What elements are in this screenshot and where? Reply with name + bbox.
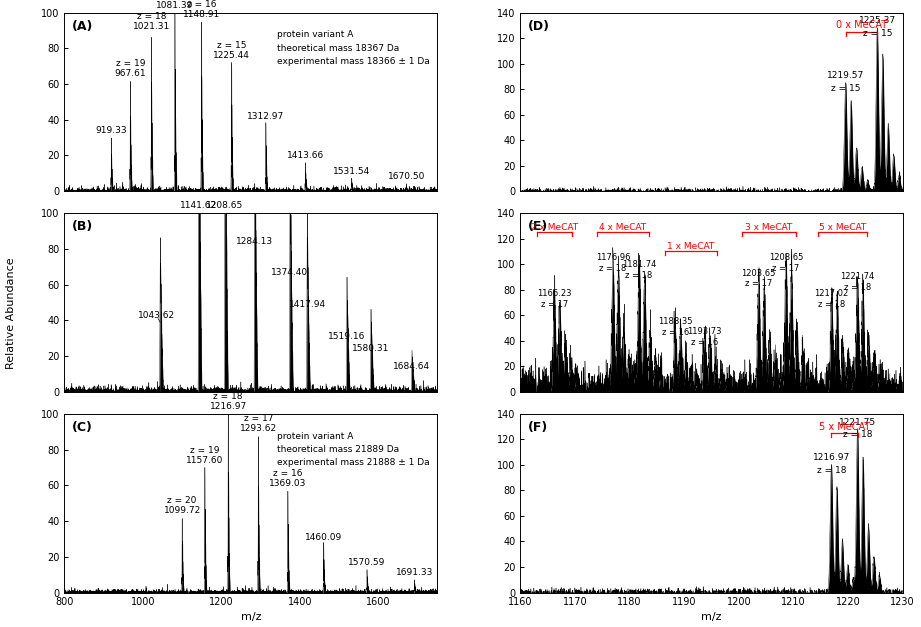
Text: 5 x MeCAT: 5 x MeCAT [819,423,870,433]
Text: 1157.60: 1157.60 [186,456,224,465]
Text: 1193.73: 1193.73 [687,327,722,336]
Text: 1691.33: 1691.33 [396,568,433,577]
Text: (B): (B) [72,220,93,233]
Text: 1284.13: 1284.13 [236,237,274,246]
Text: z = 17: z = 17 [773,264,799,273]
Text: 1141.62: 1141.62 [180,201,217,211]
Text: 967.61: 967.61 [114,69,146,78]
Text: 0 x MeCAT: 0 x MeCAT [836,21,887,30]
Text: 4 x MeCAT: 4 x MeCAT [600,223,647,232]
Text: 2 x MeCAT: 2 x MeCAT [530,223,578,232]
Text: 1670.50: 1670.50 [388,172,425,181]
Text: 1460.09: 1460.09 [305,532,343,542]
Text: z = 20: z = 20 [168,496,197,505]
Text: (F): (F) [528,421,548,434]
Text: z = 19: z = 19 [115,59,145,68]
Text: z = 18: z = 18 [600,264,626,273]
X-axis label: m/z: m/z [240,611,262,621]
Text: Relative Abundance: Relative Abundance [6,258,16,369]
Text: (E): (E) [528,220,548,233]
Text: 1369.03: 1369.03 [269,479,307,488]
Text: 1570.59: 1570.59 [348,557,386,567]
Text: z = 17: z = 17 [541,300,568,309]
Text: z = 18: z = 18 [818,300,845,309]
Text: 1219.57: 1219.57 [827,71,864,80]
Text: 1519.16: 1519.16 [328,332,366,341]
Text: z = 18: z = 18 [843,430,872,440]
Text: protein variant A
theoretical mass 21889 Da
experimental mass 21888 ± 1 Da: protein variant A theoretical mass 21889… [277,431,430,467]
Text: 1312.97: 1312.97 [247,112,285,120]
Text: z = 16: z = 16 [274,469,303,478]
Text: 1531.54: 1531.54 [333,167,370,176]
Text: 1 x MeCAT: 1 x MeCAT [668,242,715,251]
Text: z = 16: z = 16 [691,338,718,347]
Text: z = 18: z = 18 [214,393,243,401]
Text: z = 17: z = 17 [745,280,773,288]
Text: 1099.72: 1099.72 [164,506,201,515]
Text: 1684.64: 1684.64 [393,362,430,371]
Text: 1081.39: 1081.39 [157,1,193,10]
Text: z = 18: z = 18 [844,283,871,292]
Text: z = 15: z = 15 [863,29,892,38]
Text: z = 19: z = 19 [190,446,219,455]
X-axis label: m/z: m/z [701,611,722,621]
Text: 919.33: 919.33 [96,126,127,135]
Text: 1374.40: 1374.40 [272,268,309,277]
Text: 1203.65: 1203.65 [741,268,775,278]
Text: 1293.62: 1293.62 [239,424,277,433]
Text: 1225.37: 1225.37 [858,16,896,25]
Text: 1225.44: 1225.44 [213,51,250,60]
Text: 1208.65: 1208.65 [206,201,243,211]
Text: (D): (D) [528,19,550,33]
Text: z = 16: z = 16 [661,328,689,337]
Text: 1188.35: 1188.35 [658,317,693,326]
Text: z = 15: z = 15 [831,84,860,93]
Text: 1413.66: 1413.66 [286,151,324,160]
Text: 1166.23: 1166.23 [537,289,572,298]
Text: 1043.62: 1043.62 [137,312,175,320]
Text: (C): (C) [72,421,93,434]
Text: 1148.91: 1148.91 [183,10,220,19]
Text: 1221.75: 1221.75 [839,418,876,426]
Text: 1208.65: 1208.65 [769,253,803,262]
Text: 1216.97: 1216.97 [813,453,850,462]
Text: z = 17: z = 17 [243,414,273,423]
Text: z = 18: z = 18 [817,466,846,475]
Text: 1221.74: 1221.74 [840,273,875,282]
Text: z = 15: z = 15 [216,41,246,50]
Text: (A): (A) [72,19,93,33]
Text: 1417.94: 1417.94 [288,300,326,308]
Text: 1176.96: 1176.96 [596,253,630,262]
Text: 1181.74: 1181.74 [622,260,657,269]
Text: protein variant A
theoretical mass 18367 Da
experimental mass 18366 ± 1 Da: protein variant A theoretical mass 18367… [277,30,430,66]
Text: z = 18: z = 18 [625,271,653,280]
Text: z = 18: z = 18 [136,13,166,21]
Text: 1216.97: 1216.97 [210,402,247,411]
Text: 5 x MeCAT: 5 x MeCAT [819,223,866,232]
Text: 1580.31: 1580.31 [352,344,390,354]
Text: z = 16: z = 16 [187,0,216,9]
Text: 1217.02: 1217.02 [814,289,849,298]
Text: 1021.31: 1021.31 [133,23,170,31]
Text: 3 x MeCAT: 3 x MeCAT [745,223,792,232]
